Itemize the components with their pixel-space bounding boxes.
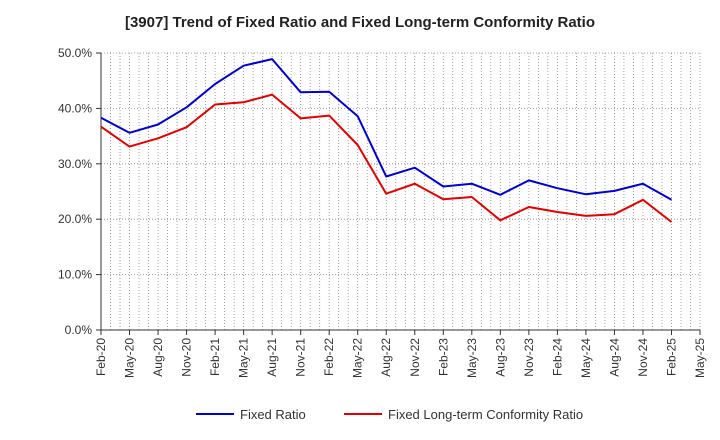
series-line-1 [100, 58, 672, 201]
y-tick-label: 30.0% [58, 157, 92, 171]
x-tick-label: Feb-20 [94, 338, 108, 376]
x-tick-label: Aug-21 [265, 338, 279, 377]
x-tick-label: May-22 [351, 338, 365, 378]
x-tick-label: Aug-23 [493, 338, 507, 377]
x-tick-label: May-23 [465, 338, 479, 378]
x-tick-label: Feb-22 [322, 338, 336, 376]
x-tick-label: Aug-20 [151, 338, 165, 377]
x-tick-label: May-25 [693, 338, 707, 378]
legend-label-1: Fixed Ratio [240, 407, 306, 422]
x-tick-label: Nov-22 [408, 338, 422, 377]
chart-title: [3907] Trend of Fixed Ratio and Fixed Lo… [124, 14, 596, 31]
y-tick-label: 20.0% [58, 212, 92, 226]
y-tick-label: 50.0% [58, 46, 92, 60]
x-tick-label: Nov-23 [522, 338, 536, 377]
x-tick-label: Feb-21 [208, 338, 222, 376]
x-tick-label: Feb-25 [664, 338, 678, 376]
x-tick-label: Nov-20 [180, 338, 194, 377]
x-tick-label: Nov-21 [294, 338, 308, 377]
x-tick-label: May-20 [123, 338, 137, 378]
x-tick-label: Aug-24 [607, 338, 621, 377]
x-tick-label: May-24 [579, 338, 593, 378]
x-tick-label: Feb-23 [436, 338, 450, 376]
plot-area [101, 53, 700, 330]
x-tick-label: Aug-22 [379, 338, 393, 377]
y-tick-label: 0.0% [65, 323, 93, 337]
legend-label-2: Fixed Long-term Conformity Ratio [388, 407, 583, 422]
x-tick-label: May-21 [237, 338, 251, 378]
series-line-2 [100, 93, 673, 223]
x-tick-label: Nov-24 [636, 338, 650, 377]
x-tick-label: Feb-24 [550, 338, 564, 376]
y-tick-label: 10.0% [58, 268, 92, 282]
y-tick-label: 40.0% [58, 101, 92, 115]
